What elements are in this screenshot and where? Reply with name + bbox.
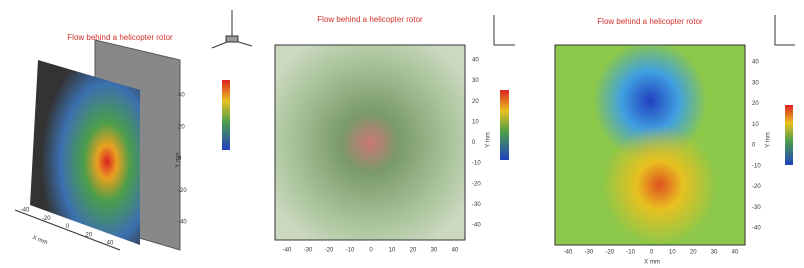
- y-tick-label: 20: [472, 99, 479, 105]
- x-tick-label: 40: [107, 241, 114, 247]
- y-tick-label: -20: [752, 184, 761, 190]
- y-tick-label: 0: [752, 143, 756, 149]
- colorbar: [500, 90, 509, 160]
- axis-icon: [775, 15, 795, 45]
- y-tick-label: 40: [178, 93, 185, 99]
- y-tick-label: 20: [178, 124, 185, 130]
- y-tick-label: -10: [472, 161, 481, 167]
- y-tick-label: -40: [752, 226, 761, 232]
- x-tick-label: -30: [304, 248, 313, 254]
- y-tick-label: 0: [472, 140, 476, 146]
- x-tick-label: 30: [711, 250, 718, 256]
- y-tick-label: 40: [752, 60, 759, 66]
- figure: Flow behind a helicopter rotor -40 -20 0 20 4…: [0, 0, 804, 268]
- x-tick-label: 20: [410, 248, 417, 254]
- x-tick-label: -10: [346, 248, 355, 254]
- y-tick-label: -30: [472, 202, 481, 208]
- axis-icon: [494, 15, 515, 45]
- y-tick-label: -30: [752, 205, 761, 211]
- x-tick-label: 10: [669, 250, 676, 256]
- x-tick-label: 0: [650, 250, 654, 256]
- y-tick-label: 20: [752, 101, 759, 107]
- panel-title: Flow behind a helicopter rotor: [597, 17, 703, 26]
- y-tick-label: -20: [472, 181, 481, 187]
- x-axis-label: X mm: [31, 235, 48, 246]
- x-tick-label: 30: [431, 248, 438, 254]
- x-tick-label: -30: [585, 250, 594, 256]
- x-axis-label: X mm: [644, 260, 660, 266]
- y-axis-label: Y mm: [176, 152, 182, 168]
- y-tick-label: 30: [752, 80, 759, 86]
- y-tick-label: 10: [472, 119, 479, 125]
- y-axis-label: Y mm: [486, 132, 492, 148]
- x-tick-label: 40: [452, 248, 459, 254]
- x-tick-label: -20: [42, 216, 51, 222]
- y-tick-label: -20: [178, 188, 187, 194]
- y-tick-label: -40: [178, 220, 187, 226]
- panel-title: Flow behind a helicopter rotor: [317, 15, 423, 24]
- axis-icon: [212, 10, 252, 48]
- y-tick-label: 10: [752, 122, 759, 128]
- x-tick-label: -20: [325, 248, 334, 254]
- x-tick-label: -20: [605, 250, 614, 256]
- colorbar: [785, 105, 793, 165]
- x-tick-label: 40: [732, 250, 739, 256]
- panel-title: Flow behind a helicopter rotor: [67, 33, 173, 42]
- x-tick-label: -10: [626, 250, 635, 256]
- x-tick-label: 10: [389, 248, 396, 254]
- x-tick-label: 20: [690, 250, 697, 256]
- y-axis-label: Y mm: [766, 132, 772, 148]
- x-tick-label: -40: [21, 208, 30, 214]
- x-tick-label: 20: [85, 232, 92, 238]
- x-tick-label: 0: [66, 224, 70, 230]
- y-tick-label: 30: [472, 78, 479, 84]
- y-tick-label: 40: [472, 58, 479, 64]
- field-high: [555, 45, 745, 245]
- field: [275, 45, 465, 240]
- y-tick-label: -40: [472, 223, 481, 229]
- y-tick-label: -10: [752, 163, 761, 169]
- x-tick-label: -40: [283, 248, 292, 254]
- x-tick-label: 0: [369, 248, 373, 254]
- x-tick-label: -40: [564, 250, 573, 256]
- colorbar: [222, 80, 230, 150]
